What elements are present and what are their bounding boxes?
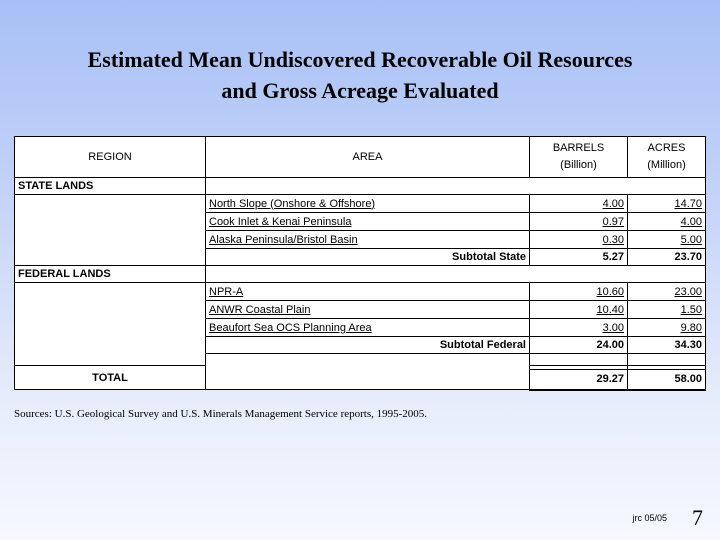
acres-value: 23.00: [627, 282, 706, 301]
barrels-value: 0.30: [529, 230, 628, 249]
oil-resources-table: REGION AREA BARRELS (Billion) ACRES (Mil…: [14, 136, 706, 391]
area-cell: ANWR Coastal Plain: [205, 300, 530, 319]
barrels-value: 10.40: [529, 300, 628, 319]
table-row: Beaufort Sea OCS Planning Area 3.00 9.80: [15, 318, 706, 337]
area-cell: Cook Inlet & Kenai Peninsula: [205, 212, 530, 231]
subtotal-federal-barrels: 24.00: [529, 336, 628, 354]
total-label-cell: TOTAL: [14, 365, 206, 390]
column-header-barrels: BARRELS (Billion): [529, 136, 628, 178]
state-lands-label: STATE LANDS: [14, 177, 206, 195]
page-number: 7: [692, 505, 703, 530]
area-cell: Alaska Peninsula/Bristol Basin: [205, 230, 530, 249]
barrels-value: 10.60: [529, 282, 628, 301]
footer-credit: jrc 05/05: [632, 513, 667, 523]
total-area-shaded-block: [205, 353, 530, 390]
spacer-row: [15, 353, 706, 390]
total-barrels-value: 29.27: [529, 369, 628, 391]
acres-value: 5.00: [627, 230, 706, 249]
subtotal-state-label: Subtotal State: [205, 248, 530, 266]
source-note: Sources: U.S. Geological Survey and U.S.…: [14, 408, 428, 420]
state-region-shaded-block: [14, 194, 206, 266]
slide-title-line2: and Gross Acreage Evaluated: [221, 78, 499, 103]
total-acres-value: 58.00: [627, 369, 706, 391]
acres-value: 1.50: [627, 300, 706, 319]
table-row: North Slope (Onshore & Offshore) 4.00 14…: [14, 194, 706, 266]
spacer-acres-cell: [627, 353, 706, 366]
total-row: 29.27 58.00: [15, 369, 706, 391]
table-row: Cook Inlet & Kenai Peninsula 0.97 4.00: [15, 212, 706, 231]
acres-value: 9.80: [627, 318, 706, 337]
state-lands-section-row: STATE LANDS: [14, 177, 706, 195]
table-row: ANWR Coastal Plain 10.40 1.50: [15, 300, 706, 319]
barrels-value: 3.00: [529, 318, 628, 337]
federal-lands-shaded-strip: [205, 265, 706, 283]
area-cell: Beaufort Sea OCS Planning Area: [205, 318, 530, 337]
state-lands-shaded-strip: [205, 177, 706, 195]
subtotal-federal-label: Subtotal Federal: [205, 336, 530, 354]
subtotal-state-barrels: 5.27: [529, 248, 628, 266]
subtotal-federal-row: Subtotal Federal 24.00 34.30: [15, 336, 706, 354]
table-header-row: REGION AREA BARRELS (Billion) ACRES (Mil…: [14, 136, 706, 178]
table-row: NPR-A 10.60 23.00: [14, 282, 706, 366]
table-row: Alaska Peninsula/Bristol Basin 0.30 5.00: [15, 230, 706, 249]
column-header-region: REGION: [14, 136, 206, 178]
federal-lands-label: FEDERAL LANDS: [14, 265, 206, 283]
spacer-barrels-cell: [529, 353, 628, 366]
federal-lands-section-row: FEDERAL LANDS: [14, 265, 706, 283]
slide-title-line1: Estimated Mean Undiscovered Recoverable …: [87, 47, 633, 72]
slide-title: Estimated Mean Undiscovered Recoverable …: [0, 44, 720, 106]
barrels-value: 4.00: [529, 194, 628, 213]
acres-value: 4.00: [627, 212, 706, 231]
subtotal-federal-acres: 34.30: [627, 336, 706, 354]
acres-value: 14.70: [627, 194, 706, 213]
column-header-acres: ACRES (Million): [627, 136, 706, 178]
column-header-area: AREA: [205, 136, 530, 178]
barrels-value: 0.97: [529, 212, 628, 231]
subtotal-state-acres: 23.70: [627, 248, 706, 266]
area-cell: NPR-A: [205, 282, 530, 301]
federal-region-shaded-block: [14, 282, 206, 366]
area-cell: North Slope (Onshore & Offshore): [205, 194, 530, 213]
